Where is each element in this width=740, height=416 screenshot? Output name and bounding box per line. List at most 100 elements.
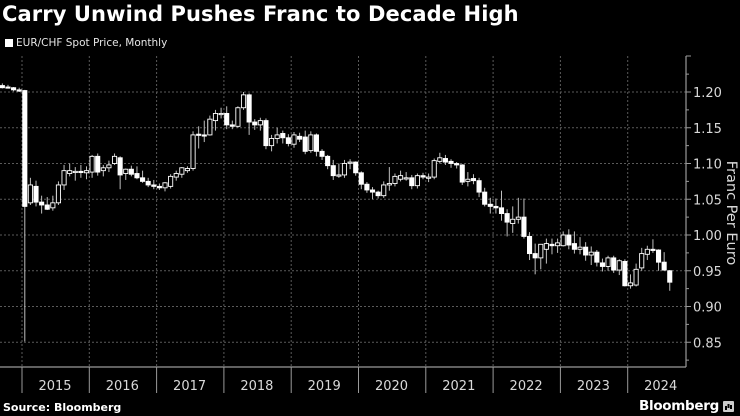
candle bbox=[633, 268, 639, 286]
candle bbox=[599, 262, 606, 267]
candle bbox=[442, 158, 448, 163]
bloomberg-chart-icon bbox=[723, 400, 734, 412]
x-tick-label: 2017 bbox=[173, 379, 206, 394]
candle bbox=[510, 218, 516, 225]
candle bbox=[140, 177, 146, 182]
candle bbox=[162, 182, 168, 189]
candle bbox=[291, 134, 297, 145]
candle bbox=[571, 243, 577, 250]
x-tick-label: 2021 bbox=[442, 379, 475, 394]
candle bbox=[498, 207, 505, 215]
x-tick-label: 2023 bbox=[577, 379, 610, 394]
brand-label: Bloomberg bbox=[639, 398, 719, 414]
candle bbox=[403, 177, 409, 180]
x-tick-label: 2019 bbox=[308, 379, 341, 394]
candle bbox=[134, 173, 140, 179]
candle bbox=[5, 86, 11, 89]
candle bbox=[549, 243, 555, 247]
candle bbox=[341, 163, 348, 176]
candle bbox=[392, 175, 398, 184]
candle bbox=[622, 261, 628, 287]
candle bbox=[201, 134, 207, 137]
candle bbox=[577, 246, 583, 250]
legend: EUR/CHF Spot Price, Monthly bbox=[5, 37, 167, 49]
candle bbox=[515, 216, 521, 220]
candle bbox=[302, 136, 308, 152]
candle bbox=[330, 165, 336, 177]
candle bbox=[420, 175, 426, 178]
candle bbox=[297, 135, 303, 140]
x-tick-label: 2018 bbox=[240, 379, 273, 394]
candle bbox=[196, 133, 202, 136]
candle bbox=[151, 184, 157, 187]
y-tick-label: 1.05 bbox=[693, 193, 722, 208]
x-tick-label: 2024 bbox=[644, 379, 677, 394]
x-tick-label: 2015 bbox=[38, 379, 71, 394]
candle bbox=[594, 251, 600, 263]
y-tick-label: 1.15 bbox=[693, 122, 722, 137]
candle bbox=[44, 204, 50, 210]
candle bbox=[257, 120, 263, 126]
candle bbox=[145, 180, 151, 186]
axes: 1.20 1.15 1.10 1.05 1.00 0.95 0.90 0.85 2015 2016… bbox=[0, 55, 739, 394]
candle bbox=[527, 235, 533, 255]
candle bbox=[308, 134, 314, 152]
candle bbox=[117, 157, 123, 176]
candle bbox=[667, 270, 673, 283]
candle bbox=[33, 185, 39, 203]
candle bbox=[319, 150, 325, 157]
legend-label: EUR/CHF Spot Price, Monthly bbox=[16, 37, 168, 49]
candle bbox=[465, 178, 471, 182]
x-tick-label: 2016 bbox=[106, 379, 139, 394]
candle bbox=[555, 242, 561, 247]
candle bbox=[224, 112, 230, 126]
candle bbox=[100, 167, 106, 172]
candle bbox=[605, 257, 611, 267]
candle bbox=[218, 112, 224, 116]
y-tick-label: 1.10 bbox=[693, 158, 722, 173]
candle bbox=[459, 164, 465, 183]
candle bbox=[269, 138, 275, 147]
candle bbox=[246, 94, 252, 123]
candle bbox=[179, 167, 185, 175]
candle bbox=[184, 168, 190, 172]
bloomberg-logo: Bloomberg bbox=[639, 398, 734, 414]
candle bbox=[22, 90, 28, 207]
candle bbox=[89, 155, 95, 173]
candle bbox=[313, 134, 319, 152]
candle bbox=[173, 173, 179, 178]
x-tick-label: 2022 bbox=[510, 379, 543, 394]
candle bbox=[386, 183, 392, 186]
candle bbox=[655, 249, 662, 263]
candle bbox=[280, 133, 286, 139]
candle bbox=[11, 87, 17, 91]
y-tick-label: 1.00 bbox=[693, 229, 722, 244]
candle bbox=[611, 257, 617, 271]
candle bbox=[106, 164, 112, 169]
candle bbox=[437, 157, 443, 162]
candle bbox=[476, 180, 482, 193]
candle bbox=[353, 161, 359, 174]
candle bbox=[156, 185, 162, 189]
y-tick-label: 1.20 bbox=[693, 86, 722, 101]
candle bbox=[212, 112, 219, 122]
candle bbox=[285, 137, 291, 144]
candle bbox=[369, 189, 376, 193]
candle bbox=[336, 174, 342, 177]
candle bbox=[398, 175, 404, 180]
candle bbox=[27, 184, 33, 204]
candle bbox=[566, 234, 572, 246]
candle bbox=[454, 163, 460, 166]
y-tick-label: 0.90 bbox=[693, 301, 722, 316]
candle bbox=[240, 94, 247, 109]
candle bbox=[431, 160, 437, 178]
candle bbox=[67, 170, 73, 174]
candle bbox=[650, 248, 656, 251]
candle bbox=[426, 176, 432, 179]
x-tick-label: 2020 bbox=[375, 379, 408, 394]
candle bbox=[487, 203, 493, 207]
candle bbox=[55, 184, 61, 204]
candle bbox=[364, 183, 370, 191]
candle bbox=[207, 118, 213, 136]
